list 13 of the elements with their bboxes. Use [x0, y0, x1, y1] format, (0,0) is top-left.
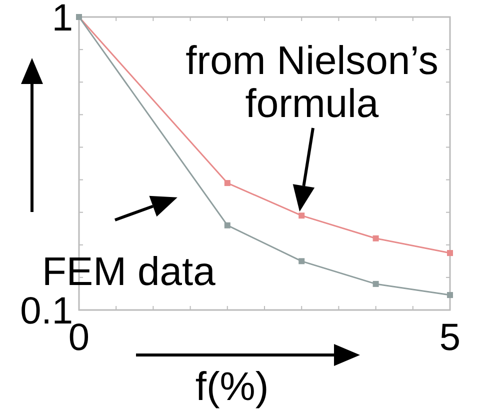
point [372, 280, 379, 287]
annotation: from Nielson’s formula [186, 39, 438, 126]
point [447, 250, 453, 256]
x-tick-label: 5 [439, 317, 461, 359]
annotation: FEM data [42, 250, 216, 294]
x-axis-title: f(%) [195, 365, 269, 409]
point [224, 222, 230, 228]
point [224, 180, 230, 186]
point [298, 212, 305, 219]
point [372, 235, 379, 242]
point [298, 258, 305, 264]
y-tick-label: 1 [52, 0, 73, 40]
point [447, 292, 453, 298]
